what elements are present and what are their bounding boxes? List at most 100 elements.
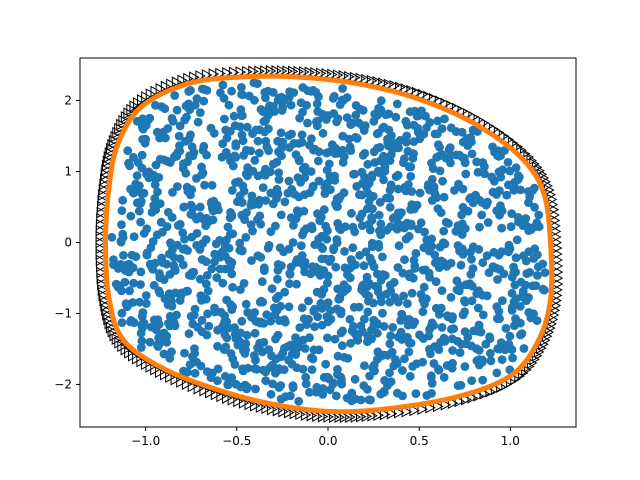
scatter-point	[323, 333, 332, 343]
boundary-marker	[349, 71, 361, 84]
scatter-point	[355, 190, 364, 200]
scatter-point	[308, 354, 318, 364]
scatter-point	[249, 78, 259, 88]
scatter-point	[409, 137, 419, 147]
scatter-point	[250, 328, 260, 338]
scatter-point	[155, 199, 165, 209]
scatter-point	[253, 136, 263, 146]
scatter-point	[137, 321, 147, 331]
scatter-point	[364, 178, 374, 188]
scatter-point	[494, 307, 504, 316]
scatter-point	[440, 114, 449, 124]
scatter-point	[268, 199, 278, 209]
scatter-point	[467, 149, 477, 159]
scatter-point	[247, 191, 257, 201]
scatter-point	[350, 169, 359, 179]
boundary-marker	[242, 65, 253, 78]
boundary-marker	[406, 84, 417, 97]
scatter-point	[365, 371, 374, 381]
scatter-point	[363, 189, 373, 198]
boundary-marker	[395, 81, 406, 94]
scatter-point	[389, 213, 399, 222]
scatter-point	[243, 308, 253, 317]
scatter-point	[125, 286, 134, 296]
scatter-point	[283, 188, 293, 198]
scatter-point	[420, 227, 429, 237]
boundary-marker	[400, 83, 412, 95]
scatter-point	[393, 184, 403, 194]
scatter-point	[346, 255, 356, 264]
scatter-point	[300, 344, 310, 353]
boundary-marker	[261, 402, 272, 415]
scatter-point	[336, 225, 346, 235]
boundary-marker	[483, 120, 495, 132]
scatter-point	[337, 375, 346, 384]
scatter-point	[277, 143, 286, 153]
scatter-point	[239, 151, 249, 160]
boundary-marker	[95, 242, 107, 255]
scatter-point	[190, 344, 199, 353]
scatter-point	[386, 377, 396, 387]
scatter-point	[521, 214, 531, 223]
scatter-point	[239, 279, 249, 288]
scatter-point	[342, 393, 352, 403]
scatter-point	[468, 125, 478, 135]
scatter-point	[266, 316, 276, 326]
scatter-point	[184, 329, 194, 339]
scatter-point	[368, 298, 378, 308]
scatter-point	[188, 151, 198, 161]
scatter-point	[352, 134, 362, 143]
scatter-point	[312, 121, 322, 131]
scatter-point	[493, 275, 502, 284]
scatter-point	[271, 294, 281, 303]
scatter-point	[169, 152, 179, 162]
scatter-point	[190, 304, 200, 314]
scatter-point	[375, 197, 385, 207]
scatter-point	[385, 297, 395, 307]
scatter-point	[195, 211, 205, 221]
boundary-marker	[329, 411, 340, 423]
scatter-point	[228, 282, 238, 292]
scatter-point	[289, 343, 299, 353]
scatter-point	[286, 262, 296, 272]
scatter-point	[275, 316, 284, 325]
scatter-point	[227, 186, 237, 195]
scatter-point	[406, 162, 416, 172]
plot-area	[95, 65, 564, 424]
scatter-point	[288, 238, 298, 247]
boundary-marker	[107, 139, 118, 151]
scatter-point	[413, 127, 423, 137]
scatter-point	[422, 123, 431, 133]
scatter-point	[175, 219, 185, 229]
scatter-point	[410, 204, 419, 214]
boundary-marker	[97, 284, 109, 296]
scatter-point	[481, 339, 491, 349]
scatter-point	[403, 299, 412, 308]
scatter-point	[407, 288, 417, 298]
scatter-point	[422, 235, 432, 245]
scatter-point	[229, 111, 239, 121]
scatter-point	[299, 226, 309, 236]
scatter-point	[486, 356, 496, 366]
scatter-point	[242, 330, 252, 340]
scatter-point	[460, 158, 470, 168]
scatter-point	[294, 192, 304, 202]
scatter-point	[411, 389, 421, 398]
boundary-marker	[452, 102, 463, 115]
scatter-point	[202, 271, 212, 280]
scatter-point	[338, 326, 347, 336]
scatter-point	[122, 260, 132, 270]
scatter-point	[168, 245, 177, 255]
boundary-marker	[446, 100, 457, 112]
scatter-point	[302, 320, 311, 329]
scatter-point	[305, 140, 314, 150]
scatter-point	[351, 394, 360, 404]
scatter-point	[475, 222, 484, 232]
scatter-point	[343, 270, 352, 279]
scatter-point	[202, 150, 212, 160]
scatter-point	[163, 124, 173, 133]
scatter-point	[505, 344, 515, 353]
scatter-point	[419, 334, 428, 343]
boundary-marker	[95, 248, 107, 261]
scatter-point	[398, 313, 408, 323]
